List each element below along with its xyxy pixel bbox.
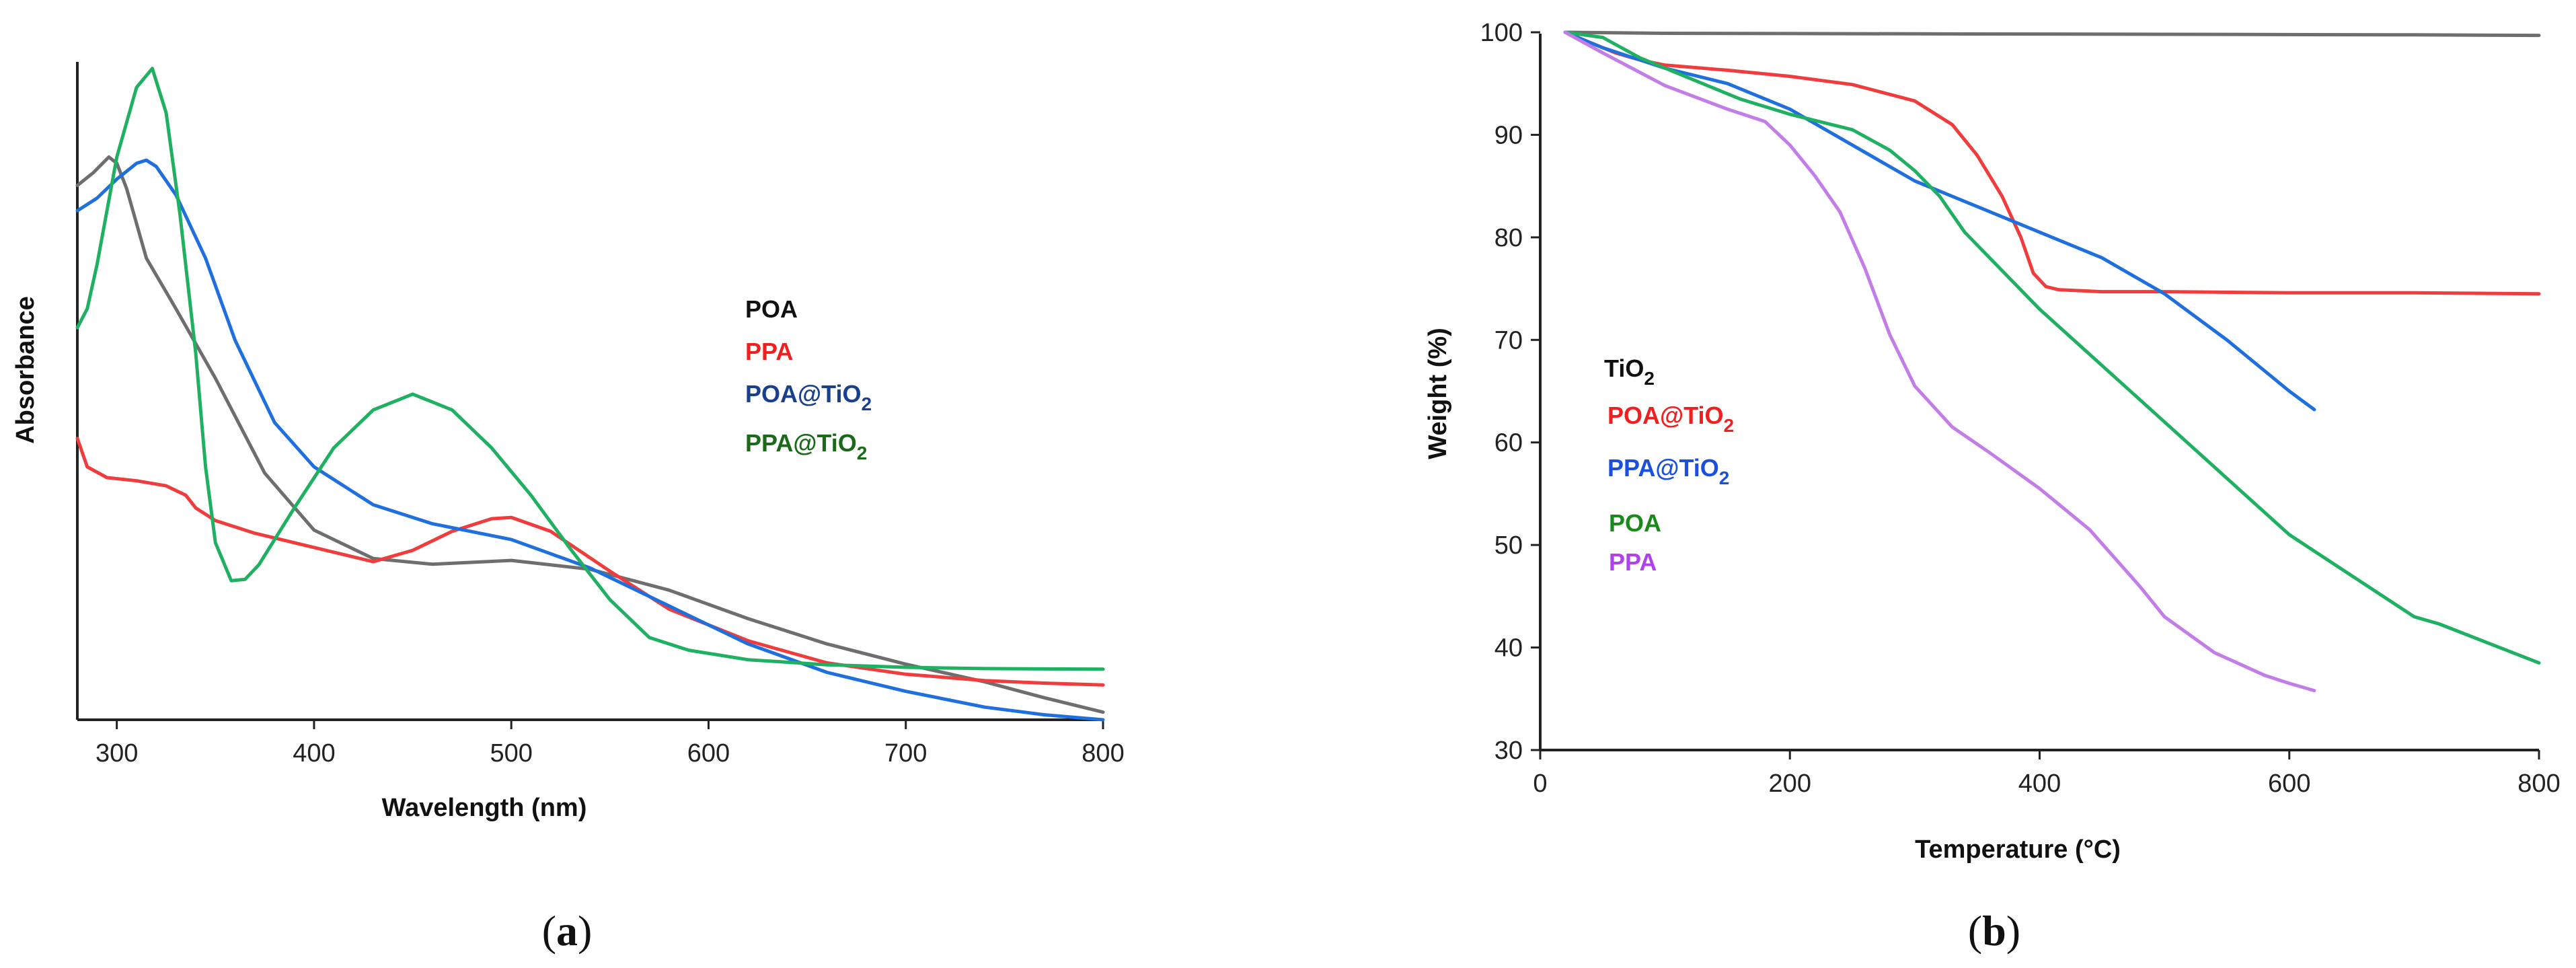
panel-b-legend-poa-tio2-subscript: 2 <box>1723 415 1734 436</box>
panel-b-legend-ppa-tio2: PPA@TiO2 <box>1607 454 1729 488</box>
panel-a-series-poa-tio2 <box>75 158 1105 722</box>
panel-b-tga-chart: 0 200 400 600 800 30 40 50 60 70 80 90 100 Temperat… <box>1424 19 2561 955</box>
panel-a-x-tick-label-800: 800 <box>1082 739 1124 768</box>
panel-b-legend: TiO2 POA@TiO2 PPA@TiO2 POA PPA <box>1604 355 1734 576</box>
panel-b-caption-close: ) <box>2006 907 2020 955</box>
panel-b-legend-tio2: TiO2 <box>1604 355 1655 389</box>
panel-a-x-ticks: 300 400 500 600 700 800 <box>96 720 1125 768</box>
panel-b-y-tick-label-50: 50 <box>1494 531 1523 560</box>
panel-a-legend-poa-tio2-subscript: 2 <box>861 394 872 414</box>
panel-b-y-tick-label-40: 40 <box>1494 634 1523 663</box>
panel-a-x-tick-label-500: 500 <box>490 739 532 768</box>
panel-a-legend-ppa-tio2: PPA@TiO2 <box>745 429 867 463</box>
panel-a-legend-poa-tio2: POA@TiO2 <box>745 380 872 414</box>
panel-b-series-poa-tio2 <box>1563 30 2541 296</box>
panel-a-x-tick-label-300: 300 <box>96 739 138 768</box>
panel-b-y-tick-label-70: 70 <box>1494 326 1523 355</box>
panel-a-uv-vis-chart: 300 400 500 600 700 800 Wavelength (nm) Absor… <box>11 62 1125 955</box>
panel-b-y-tick-label-60: 60 <box>1494 429 1523 457</box>
panel-b-legend-ppa-tio2-subscript: 2 <box>1719 468 1730 488</box>
panel-b-legend-poa: POA <box>1609 509 1661 537</box>
panel-a-x-tick-label-400: 400 <box>293 739 335 768</box>
panel-a-legend: POA PPA POA@TiO2 PPA@TiO2 <box>745 295 872 463</box>
panel-b-caption-open: ( <box>1968 907 1982 955</box>
panel-a-series-ppa <box>75 437 1105 687</box>
panel-b-y-tick-label-80: 80 <box>1494 224 1523 252</box>
panel-b-caption: (b) <box>1968 907 2020 955</box>
panel-b-legend-poa-tio2: POA@TiO2 <box>1607 402 1734 436</box>
panel-b-legend-poa-tio2-main: POA@TiO <box>1607 402 1723 429</box>
panel-b-legend-ppa: PPA <box>1609 548 1657 576</box>
panel-b-legend-ppa-tio2-main: PPA@TiO <box>1607 454 1719 482</box>
panel-a-legend-ppa-tio2-subscript: 2 <box>857 443 868 463</box>
panel-b-y-axis-label: Weight (%) <box>1424 328 1452 459</box>
panel-a-y-axis-label: Absorbance <box>11 296 40 444</box>
panel-a-caption: (a) <box>542 907 593 955</box>
panel-a-x-tick-label-600: 600 <box>687 739 730 768</box>
panel-a-series <box>75 67 1105 722</box>
panel-a-legend-poa-tio2-main: POA@TiO <box>745 380 861 408</box>
panel-b-series-ppa <box>1563 30 2316 693</box>
panel-b-caption-letter: b <box>1982 907 2006 955</box>
panel-b-series-tio2 <box>1563 30 2541 38</box>
panel-b-x-tick-label-0: 0 <box>1533 770 1547 798</box>
panel-b-legend-tio2-subscript: 2 <box>1644 368 1655 389</box>
panel-a-caption-open: ( <box>542 907 556 955</box>
panel-a-series-poa <box>75 155 1105 714</box>
panel-a-x-axis-label: Wavelength (nm) <box>382 794 587 822</box>
panel-b-x-ticks: 0 200 400 600 800 <box>1533 750 2561 798</box>
panel-b-series-poa <box>1563 30 2541 665</box>
panel-a-caption-letter: a <box>556 907 578 955</box>
panel-b-y-tick-label-100: 100 <box>1480 19 1523 47</box>
panel-a-legend-poa: POA <box>745 295 798 323</box>
panel-b-series <box>1563 30 2541 693</box>
panel-b-x-axis-label: Temperature (°C) <box>1915 835 2121 864</box>
panel-a-legend-ppa: PPA <box>745 338 793 365</box>
panel-a-series-ppa-tio2 <box>75 67 1105 671</box>
panel-b-x-tick-label-800: 800 <box>2517 770 2560 798</box>
panel-a-legend-ppa-tio2-main: PPA@TiO <box>745 429 857 457</box>
panel-b-y-tick-label-90: 90 <box>1494 121 1523 149</box>
panel-b-x-tick-label-600: 600 <box>2268 770 2310 798</box>
panel-b-legend-tio2-main: TiO <box>1604 355 1644 382</box>
panel-b-y-tick-label-30: 30 <box>1494 737 1523 765</box>
panel-b-x-tick-label-200: 200 <box>1769 770 1811 798</box>
panel-a-caption-close: ) <box>578 907 592 955</box>
panel-a-x-tick-label-700: 700 <box>884 739 927 768</box>
panel-b-x-tick-label-400: 400 <box>2018 770 2061 798</box>
panel-b-y-ticks: 30 40 50 60 70 80 90 100 <box>1480 19 1540 765</box>
